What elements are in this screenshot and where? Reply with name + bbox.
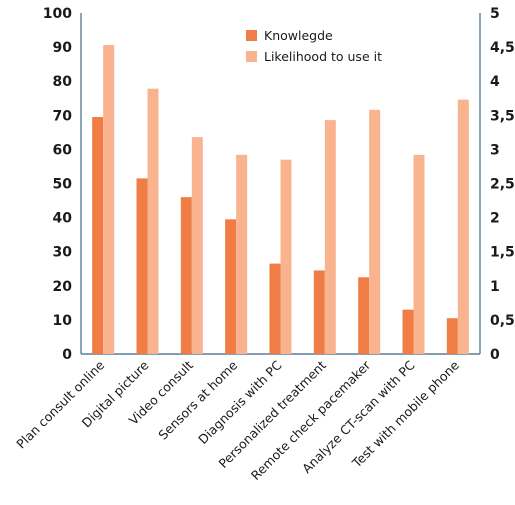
right-y-tick-label: 2 — [490, 211, 500, 227]
bar-likelihood — [280, 159, 292, 354]
bar-likelihood — [457, 99, 469, 354]
legend-swatch-likelihood — [246, 51, 257, 62]
right-y-tick-label: 0 — [490, 347, 500, 363]
bar-likelihood — [103, 45, 115, 354]
bar-likelihood — [236, 154, 248, 354]
right-y-tick-label: 5 — [490, 6, 500, 22]
x-category-label: Diagnosis with PC — [195, 357, 285, 447]
bar-knowledge — [269, 263, 281, 354]
right-y-tick-label: 0,5 — [490, 313, 515, 329]
legend-label-likelihood: Likelihood to use it — [264, 49, 382, 64]
left-y-tick-label: 90 — [53, 40, 73, 56]
right-y-tick-label: 2,5 — [490, 177, 515, 193]
right-y-tick-label: 1 — [490, 279, 500, 295]
bar-likelihood — [191, 137, 203, 354]
bars — [92, 45, 469, 355]
bar-likelihood — [369, 109, 381, 355]
bar-knowledge — [136, 178, 148, 354]
legend-swatch-knowledge — [246, 30, 257, 41]
bar-knowledge — [180, 197, 192, 354]
left-y-tick-label: 20 — [53, 279, 73, 295]
right-y-tick-label: 4 — [490, 74, 500, 90]
bar-likelihood — [147, 88, 159, 355]
bar-knowledge — [358, 277, 370, 354]
bar-knowledge — [225, 219, 237, 354]
right-y-tick-label: 1,5 — [490, 245, 515, 261]
bar-likelihood — [324, 120, 336, 354]
bar-knowledge — [92, 117, 104, 354]
bar-knowledge — [402, 309, 414, 354]
left-y-tick-label: 40 — [53, 211, 73, 227]
legend: Knowlegde Likelihood to use it — [246, 28, 382, 64]
left-y-tick-label: 0 — [62, 347, 72, 363]
bar-knowledge — [313, 270, 325, 354]
bar-likelihood — [413, 154, 425, 354]
right-y-tick-label: 4,5 — [490, 40, 515, 56]
left-y-tick-label: 10 — [53, 313, 73, 329]
left-y-tick-label: 60 — [53, 142, 73, 158]
left-y-tick-label: 70 — [53, 108, 73, 124]
left-y-tick-label: 30 — [53, 245, 73, 261]
left-y-tick-label: 80 — [53, 74, 73, 90]
x-category-label: Sensors at home — [155, 357, 240, 442]
legend-label-knowledge: Knowlegde — [264, 28, 333, 43]
bar-knowledge — [446, 318, 458, 354]
right-y-tick-label: 3,5 — [490, 108, 515, 124]
left-y-tick-label: 50 — [53, 177, 73, 193]
right-y-tick-label: 3 — [490, 142, 500, 158]
left-y-tick-label: 100 — [43, 6, 72, 22]
right-y-tick-labels: 0 0,5 1 1,5 2 2,5 3 3,5 4 4,5 5 — [490, 6, 515, 363]
left-y-tick-labels: 0 10 20 30 40 50 60 70 80 90 100 — [43, 6, 72, 363]
